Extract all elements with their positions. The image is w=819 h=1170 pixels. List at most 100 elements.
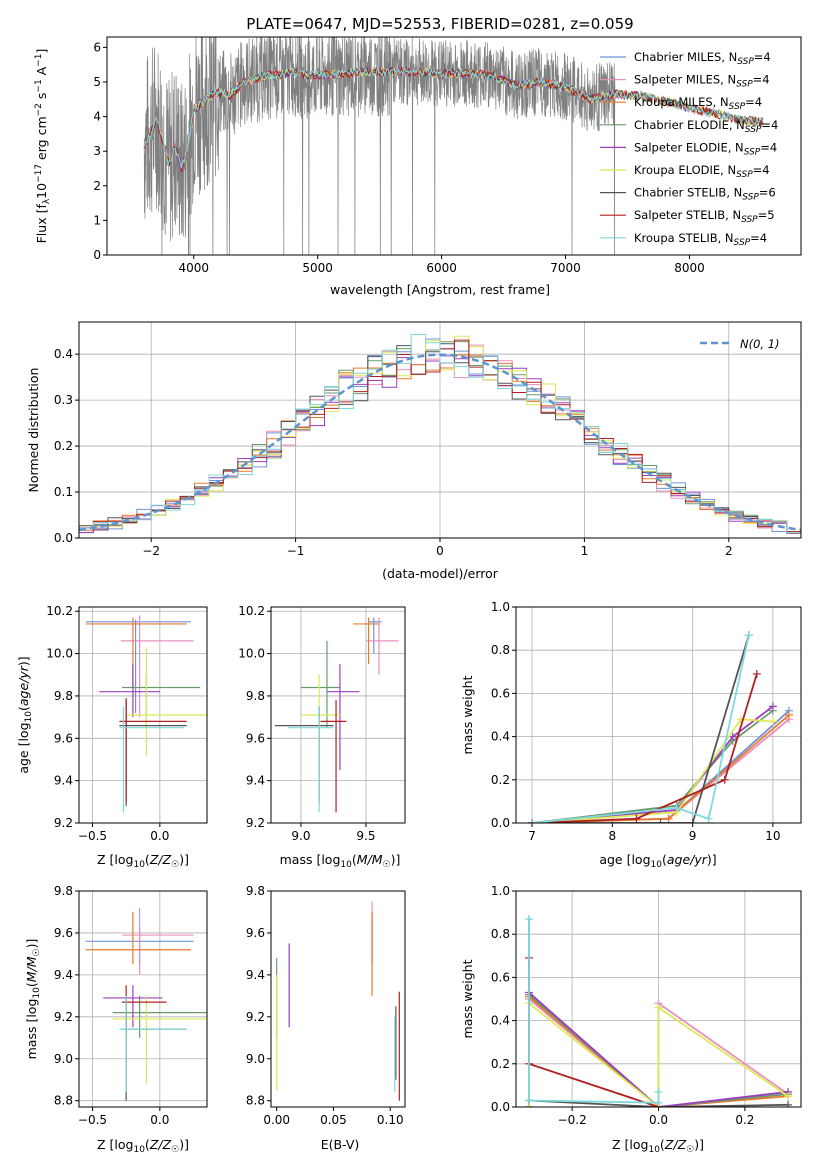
label-part: s (34, 93, 49, 104)
mass_vs_z-plot-area (85, 907, 207, 1101)
label-part: =6 (759, 186, 776, 200)
mass_weight_vs_age-ytick-label: 0.2 (491, 773, 510, 787)
mass_vs_ebv-ytick-label: 9.6 (246, 926, 265, 940)
legend-label-salpeter-stelib: Salpeter STELIB, NSSP=5 (634, 208, 775, 225)
age_vs_z-panel: −0.5 0.09.29.49.69.810.010.2Z [log10(Z/Z☉… (16, 604, 208, 870)
label-part: SSP (741, 215, 758, 225)
mass_weight_vs_age-ytick-label: 0.8 (491, 643, 510, 657)
mass_weight_vs_age-marker-salpeter-elodie (768, 702, 777, 711)
mass_weight_vs_z-line-kroupa-stelib (528, 919, 660, 1104)
mass_vs_z-ylabel: mass [log10(M/M☉)] (24, 939, 42, 1060)
label-part: =5 (758, 208, 775, 222)
spectrum-ylabel: Flux [fλ10−17 erg cm−2 s−1 A−1] (34, 49, 52, 244)
label-part: 10 (32, 987, 42, 999)
legend-label-kroupa-stelib: Kroupa STELIB, NSSP=4 (634, 231, 767, 248)
mass_vs_ebv-frame (270, 890, 406, 1108)
label-part: A (34, 66, 49, 79)
age_vs_mass-xtick-label: 9.0 (291, 829, 310, 843)
mass_weight_vs_z-marker-chabrier-stelib (784, 1100, 793, 1107)
age_vs_z-ytick-label: 9.8 (54, 689, 73, 703)
age_vs_mass-frame (270, 606, 406, 824)
label-part: Z [log (97, 852, 133, 867)
mass_weight_vs_age-marker-chabrier-stelib (688, 819, 697, 823)
legend-label-salpeter-elodie: Salpeter ELODIE, NSSP=4 (634, 140, 777, 157)
label-part: ( (662, 852, 667, 867)
legend-label-kroupa-elodie: Kroupa ELODIE, NSSP=4 (634, 163, 770, 180)
mass_weight_vs_age-line-chabrier-elodie (531, 709, 774, 823)
age_vs_z-xtick-label: 0.0 (150, 829, 169, 843)
mass_weight_vs_age-xtick-label: 9 (689, 829, 697, 843)
residuals-xtick-label: 2 (725, 544, 733, 558)
label-part: SSP (729, 102, 746, 112)
age_vs_z-ytick-label: 9.2 (54, 816, 73, 830)
mass_weight_vs_z-marker-kroupa-elodie (784, 1092, 793, 1101)
mass_vs_z-ytick-label: 9.8 (54, 884, 73, 898)
mass_weight_vs_z-line-salpeter-stelib (528, 958, 659, 1107)
spectrum-xtick-label: 8000 (674, 261, 705, 275)
label-part: Salpeter MILES, N (634, 73, 736, 87)
residuals-ytick-label: 0.1 (54, 485, 73, 499)
mass_weight_vs_age-line-kroupa-elodie (532, 718, 773, 823)
label-part: SSP (736, 80, 753, 90)
age_vs_mass-xtick-label: 9.5 (356, 829, 375, 843)
mass_weight_vs_age-marker-kroupa-stelib (672, 803, 681, 812)
mass_weight_vs_age-marker-kroupa-stelib (744, 631, 753, 640)
residuals-ytick-label: 0.0 (54, 531, 73, 545)
label-part: ☉ (383, 860, 391, 870)
mass_weight_vs_z-xtick-label: 0.0 (649, 1113, 668, 1127)
mass_weight_vs_age-marker-kroupa-stelib (528, 819, 537, 823)
age_vs_z-frame (78, 606, 208, 824)
mass_weight_vs_age-plot-area (528, 631, 793, 823)
label-part: ( (660, 1137, 665, 1152)
age_vs_mass-ytick-label: 10.2 (238, 604, 265, 618)
label-part: age/yr (16, 665, 31, 706)
label-part: Chabrier ELODIE, N (634, 118, 745, 132)
spectrum-ytick-label: 0 (93, 248, 101, 262)
mass_vs_ebv-ytick-label: 9.0 (246, 1052, 265, 1066)
label-part: age/yr (667, 852, 708, 867)
mass_weight_vs_z-marker-kroupa-stelib (524, 915, 533, 924)
label-part: =4 (760, 140, 777, 154)
label-part: SSP (734, 238, 751, 248)
label-part: mass [log (24, 999, 39, 1060)
mass_vs_ebv-ytick-label: 9.2 (246, 1010, 265, 1024)
label-part: −1 (34, 79, 44, 92)
residuals-xtick-label: 0 (436, 544, 444, 558)
label-part: Chabrier STELIB, N (634, 186, 742, 200)
residuals-xtick-label: −2 (142, 544, 160, 558)
spectrum-xtick-label: 6000 (426, 261, 457, 275)
mass_weight_vs_z-panel: −0.2 0.0 0.2 0.0 0.2 0.4 0.6 0.8 1.0 mass weight Z… (460, 884, 802, 1155)
residuals-ytick-label: 0.2 (54, 439, 73, 453)
age_vs_z-ytick-label: 10.2 (46, 604, 73, 618)
label-part: 10 (133, 860, 145, 870)
label-part: Z/Z (664, 1137, 687, 1152)
mass_weight_vs_age-line-chabrier-stelib (532, 634, 750, 823)
mass_weight_vs_z-ytick-label: 1.0 (491, 884, 510, 898)
label-part: SSP (737, 57, 754, 67)
age_vs_mass-ytick-label: 10.0 (238, 647, 265, 661)
age_vs_mass-plot-area (274, 617, 399, 813)
residuals-plot-area (79, 334, 801, 538)
legend-label-chabrier-stelib: Chabrier STELIB, NSSP=6 (634, 186, 776, 203)
mass_weight_vs_z-xtick-label: 0.2 (735, 1113, 754, 1127)
mass_weight_vs_age-marker-kroupa-stelib (704, 814, 713, 823)
label-part: −17 (34, 164, 44, 183)
spectrum-ytick-label: 1 (93, 213, 101, 227)
residuals-xtick-label: 1 (581, 544, 589, 558)
label-part: −2 (34, 103, 44, 116)
mass_vs_ebv-ytick-label: 8.8 (246, 1094, 265, 1108)
mass_vs_ebv-ytick-label: 9.8 (246, 884, 265, 898)
residuals-xlabel: (data-model)/error (382, 566, 499, 581)
label-part: )] (391, 852, 401, 867)
mass_weight_vs_age-xtick-label: 8 (609, 829, 617, 843)
age_vs_z-xlabel: Z [log10(Z/Z☉)] (97, 852, 189, 870)
label-part: =4 (753, 163, 770, 177)
mass_vs_z-xtick-label: −0.5 (78, 1113, 107, 1127)
mass_weight_vs_age-line-salpeter-elodie (532, 705, 774, 823)
mass_weight_vs_z-marker-kroupa-elodie (654, 1003, 663, 1012)
label-part: M/M (24, 956, 39, 982)
mass_weight_vs_age-ytick-label: 0.4 (491, 730, 510, 744)
mass_weight_vs_z-marker-kroupa-stelib (524, 1096, 533, 1105)
mass_weight_vs_age-marker-salpeter-stelib (720, 775, 729, 784)
